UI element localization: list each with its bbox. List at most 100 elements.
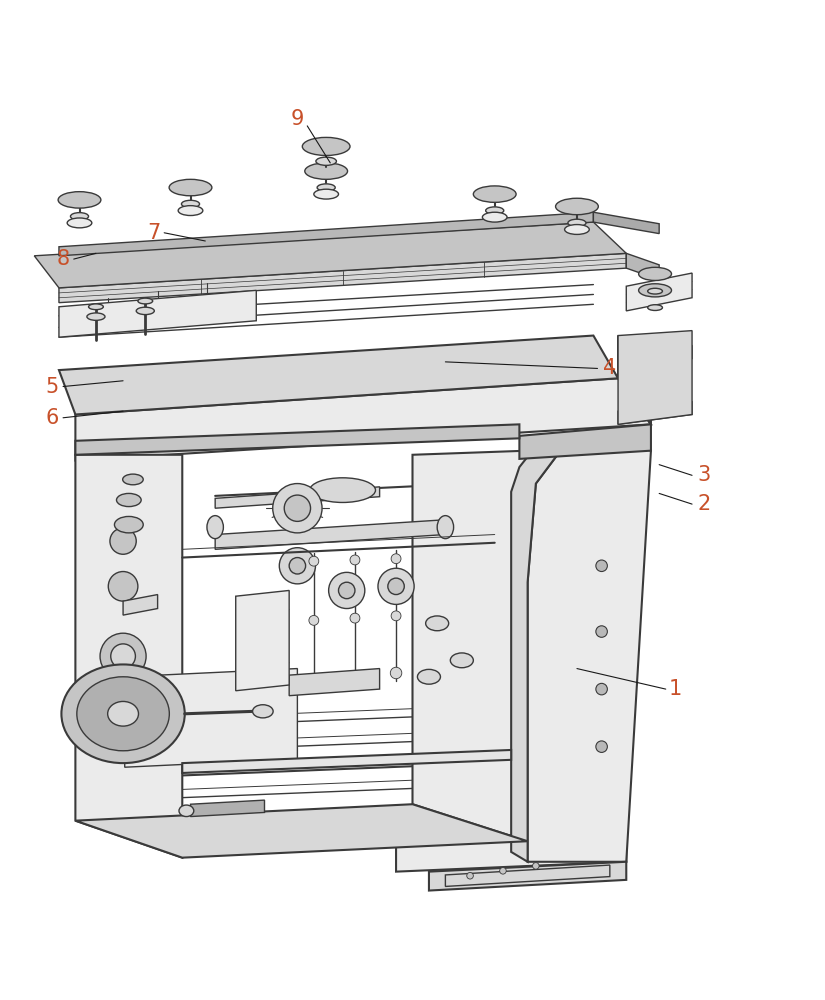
Ellipse shape bbox=[564, 225, 589, 234]
Polygon shape bbox=[618, 336, 651, 424]
Circle shape bbox=[110, 528, 136, 554]
Ellipse shape bbox=[70, 213, 88, 220]
Text: 4: 4 bbox=[603, 358, 616, 378]
Text: 2: 2 bbox=[698, 494, 711, 514]
Polygon shape bbox=[35, 222, 626, 288]
Circle shape bbox=[388, 578, 404, 595]
Circle shape bbox=[378, 568, 414, 604]
Ellipse shape bbox=[116, 493, 141, 507]
Polygon shape bbox=[512, 436, 560, 862]
Polygon shape bbox=[59, 336, 618, 414]
Circle shape bbox=[100, 633, 146, 679]
Text: 6: 6 bbox=[45, 408, 59, 428]
Polygon shape bbox=[412, 451, 528, 841]
Ellipse shape bbox=[648, 288, 662, 294]
Circle shape bbox=[308, 674, 319, 685]
Polygon shape bbox=[123, 595, 158, 615]
Circle shape bbox=[391, 611, 401, 621]
Polygon shape bbox=[618, 331, 692, 424]
Ellipse shape bbox=[309, 478, 375, 502]
Ellipse shape bbox=[136, 307, 154, 315]
Polygon shape bbox=[236, 590, 290, 691]
Polygon shape bbox=[75, 424, 520, 455]
Polygon shape bbox=[191, 800, 265, 817]
Ellipse shape bbox=[58, 192, 101, 208]
Ellipse shape bbox=[182, 200, 200, 208]
Ellipse shape bbox=[316, 157, 337, 165]
Polygon shape bbox=[429, 862, 626, 891]
Ellipse shape bbox=[178, 206, 203, 216]
Circle shape bbox=[273, 484, 322, 533]
Circle shape bbox=[338, 582, 355, 599]
Ellipse shape bbox=[302, 137, 350, 155]
Text: 5: 5 bbox=[45, 377, 59, 397]
Ellipse shape bbox=[169, 179, 212, 196]
Circle shape bbox=[596, 683, 607, 695]
Circle shape bbox=[309, 556, 318, 566]
Circle shape bbox=[290, 558, 305, 574]
Polygon shape bbox=[125, 669, 297, 767]
Circle shape bbox=[467, 872, 474, 879]
Circle shape bbox=[280, 548, 315, 584]
Polygon shape bbox=[75, 378, 651, 461]
Text: 9: 9 bbox=[290, 109, 304, 129]
Polygon shape bbox=[59, 212, 593, 256]
Ellipse shape bbox=[474, 186, 516, 202]
Ellipse shape bbox=[207, 516, 224, 539]
Ellipse shape bbox=[437, 516, 454, 539]
Polygon shape bbox=[626, 253, 659, 280]
Circle shape bbox=[285, 495, 310, 521]
Ellipse shape bbox=[252, 705, 273, 718]
Text: 8: 8 bbox=[56, 249, 69, 269]
Ellipse shape bbox=[107, 701, 139, 726]
Polygon shape bbox=[59, 253, 626, 303]
Ellipse shape bbox=[87, 313, 105, 320]
Polygon shape bbox=[618, 401, 692, 424]
Ellipse shape bbox=[67, 218, 92, 228]
Circle shape bbox=[596, 560, 607, 572]
Circle shape bbox=[533, 863, 539, 869]
Ellipse shape bbox=[123, 474, 144, 485]
Circle shape bbox=[328, 572, 365, 609]
Ellipse shape bbox=[304, 163, 347, 179]
Polygon shape bbox=[626, 273, 692, 311]
Polygon shape bbox=[618, 345, 692, 368]
Ellipse shape bbox=[639, 284, 672, 297]
Polygon shape bbox=[290, 669, 380, 696]
Ellipse shape bbox=[61, 664, 185, 763]
Ellipse shape bbox=[648, 305, 662, 310]
Polygon shape bbox=[215, 487, 380, 508]
Text: 3: 3 bbox=[698, 465, 711, 485]
Circle shape bbox=[350, 555, 360, 565]
Ellipse shape bbox=[555, 198, 598, 215]
Circle shape bbox=[350, 613, 360, 623]
Polygon shape bbox=[182, 750, 512, 773]
Circle shape bbox=[596, 626, 607, 637]
Ellipse shape bbox=[77, 677, 169, 751]
Circle shape bbox=[111, 644, 135, 669]
Polygon shape bbox=[75, 804, 528, 858]
Circle shape bbox=[108, 572, 138, 601]
Polygon shape bbox=[520, 424, 651, 459]
Ellipse shape bbox=[486, 207, 504, 214]
Polygon shape bbox=[528, 438, 651, 862]
Circle shape bbox=[391, 554, 401, 564]
Ellipse shape bbox=[450, 653, 474, 668]
Polygon shape bbox=[593, 212, 659, 234]
Circle shape bbox=[390, 667, 402, 679]
Ellipse shape bbox=[317, 184, 335, 191]
Polygon shape bbox=[396, 831, 626, 872]
Ellipse shape bbox=[88, 304, 103, 310]
Ellipse shape bbox=[483, 212, 507, 222]
Ellipse shape bbox=[314, 189, 338, 199]
Ellipse shape bbox=[115, 516, 144, 533]
Polygon shape bbox=[215, 520, 446, 549]
Circle shape bbox=[500, 868, 507, 874]
Polygon shape bbox=[59, 290, 257, 337]
Circle shape bbox=[309, 615, 318, 625]
Ellipse shape bbox=[568, 219, 586, 227]
Ellipse shape bbox=[639, 267, 672, 280]
Ellipse shape bbox=[179, 805, 194, 817]
Circle shape bbox=[596, 741, 607, 752]
Ellipse shape bbox=[426, 616, 449, 631]
